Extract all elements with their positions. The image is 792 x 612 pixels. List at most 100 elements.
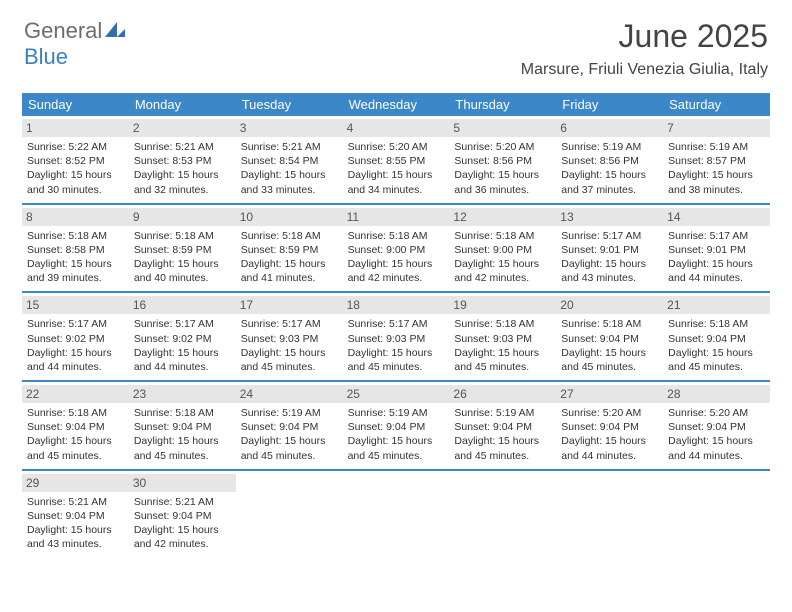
sunset-text: Sunset: 8:56 PM (561, 154, 658, 168)
sunset-text: Sunset: 9:04 PM (561, 420, 658, 434)
sunrise-text: Sunrise: 5:20 AM (454, 140, 551, 154)
sunset-text: Sunset: 9:00 PM (348, 243, 445, 257)
weekday-header-row: Sunday Monday Tuesday Wednesday Thursday… (22, 93, 770, 116)
day-number: 27 (556, 385, 663, 403)
daylight-text: and 45 minutes. (348, 360, 445, 374)
daylight-text: Daylight: 15 hours (454, 346, 551, 360)
empty-cell (236, 471, 343, 558)
day-number: 16 (129, 296, 236, 314)
day-number: 18 (343, 296, 450, 314)
sunrise-text: Sunrise: 5:22 AM (27, 140, 124, 154)
day-cell: 3Sunrise: 5:21 AMSunset: 8:54 PMDaylight… (236, 116, 343, 203)
weekday-header: Sunday (22, 93, 129, 116)
day-cell: 4Sunrise: 5:20 AMSunset: 8:55 PMDaylight… (343, 116, 450, 203)
daylight-text: Daylight: 15 hours (27, 523, 124, 537)
sunrise-text: Sunrise: 5:21 AM (241, 140, 338, 154)
daylight-text: Daylight: 15 hours (348, 434, 445, 448)
daylight-text: and 44 minutes. (668, 449, 765, 463)
daylight-text: and 45 minutes. (561, 360, 658, 374)
day-cell: 2Sunrise: 5:21 AMSunset: 8:53 PMDaylight… (129, 116, 236, 203)
sunset-text: Sunset: 9:00 PM (454, 243, 551, 257)
weekday-header: Tuesday (236, 93, 343, 116)
daylight-text: Daylight: 15 hours (241, 434, 338, 448)
day-cell: 8Sunrise: 5:18 AMSunset: 8:58 PMDaylight… (22, 205, 129, 292)
day-number: 14 (663, 208, 770, 226)
day-number: 11 (343, 208, 450, 226)
logo-text-blue: Blue (24, 44, 68, 69)
sunset-text: Sunset: 9:01 PM (668, 243, 765, 257)
week-row: 22Sunrise: 5:18 AMSunset: 9:04 PMDayligh… (22, 382, 770, 471)
sunset-text: Sunset: 9:04 PM (241, 420, 338, 434)
day-number: 7 (663, 119, 770, 137)
day-number: 21 (663, 296, 770, 314)
day-number: 6 (556, 119, 663, 137)
weeks-container: 1Sunrise: 5:22 AMSunset: 8:52 PMDaylight… (22, 116, 770, 557)
daylight-text: Daylight: 15 hours (134, 434, 231, 448)
sunrise-text: Sunrise: 5:17 AM (134, 317, 231, 331)
day-cell: 13Sunrise: 5:17 AMSunset: 9:01 PMDayligh… (556, 205, 663, 292)
sunset-text: Sunset: 9:01 PM (561, 243, 658, 257)
day-number: 12 (449, 208, 556, 226)
sunset-text: Sunset: 9:03 PM (241, 332, 338, 346)
daylight-text: Daylight: 15 hours (454, 434, 551, 448)
logo-sail-icon (104, 25, 126, 42)
week-row: 29Sunrise: 5:21 AMSunset: 9:04 PMDayligh… (22, 471, 770, 558)
logo-text: General Blue (24, 18, 126, 70)
sunset-text: Sunset: 8:59 PM (134, 243, 231, 257)
sunset-text: Sunset: 9:04 PM (27, 509, 124, 523)
day-number: 5 (449, 119, 556, 137)
daylight-text: and 40 minutes. (134, 271, 231, 285)
day-cell: 17Sunrise: 5:17 AMSunset: 9:03 PMDayligh… (236, 293, 343, 380)
weekday-header: Saturday (663, 93, 770, 116)
daylight-text: and 37 minutes. (561, 183, 658, 197)
daylight-text: and 45 minutes. (241, 360, 338, 374)
sunset-text: Sunset: 8:53 PM (134, 154, 231, 168)
sunset-text: Sunset: 9:02 PM (134, 332, 231, 346)
day-cell: 21Sunrise: 5:18 AMSunset: 9:04 PMDayligh… (663, 293, 770, 380)
daylight-text: Daylight: 15 hours (668, 434, 765, 448)
header: General Blue June 2025 Marsure, Friuli V… (0, 0, 792, 85)
day-number: 25 (343, 385, 450, 403)
daylight-text: Daylight: 15 hours (27, 346, 124, 360)
sunrise-text: Sunrise: 5:17 AM (561, 229, 658, 243)
daylight-text: Daylight: 15 hours (668, 257, 765, 271)
daylight-text: Daylight: 15 hours (241, 346, 338, 360)
sunset-text: Sunset: 8:56 PM (454, 154, 551, 168)
daylight-text: and 45 minutes. (454, 449, 551, 463)
sunrise-text: Sunrise: 5:20 AM (561, 406, 658, 420)
daylight-text: and 30 minutes. (27, 183, 124, 197)
daylight-text: Daylight: 15 hours (27, 257, 124, 271)
daylight-text: and 42 minutes. (348, 271, 445, 285)
daylight-text: and 44 minutes. (561, 449, 658, 463)
day-cell: 9Sunrise: 5:18 AMSunset: 8:59 PMDaylight… (129, 205, 236, 292)
day-cell: 1Sunrise: 5:22 AMSunset: 8:52 PMDaylight… (22, 116, 129, 203)
day-cell: 11Sunrise: 5:18 AMSunset: 9:00 PMDayligh… (343, 205, 450, 292)
daylight-text: and 34 minutes. (348, 183, 445, 197)
day-number: 13 (556, 208, 663, 226)
sunset-text: Sunset: 9:04 PM (134, 509, 231, 523)
weekday-header: Wednesday (343, 93, 450, 116)
day-cell: 27Sunrise: 5:20 AMSunset: 9:04 PMDayligh… (556, 382, 663, 469)
sunrise-text: Sunrise: 5:19 AM (348, 406, 445, 420)
empty-cell (449, 471, 556, 558)
sunset-text: Sunset: 9:02 PM (27, 332, 124, 346)
month-title: June 2025 (521, 18, 768, 55)
daylight-text: Daylight: 15 hours (454, 257, 551, 271)
daylight-text: Daylight: 15 hours (27, 168, 124, 182)
day-cell: 30Sunrise: 5:21 AMSunset: 9:04 PMDayligh… (129, 471, 236, 558)
day-cell: 26Sunrise: 5:19 AMSunset: 9:04 PMDayligh… (449, 382, 556, 469)
daylight-text: Daylight: 15 hours (27, 434, 124, 448)
sunset-text: Sunset: 8:57 PM (668, 154, 765, 168)
daylight-text: and 43 minutes. (561, 271, 658, 285)
logo-text-general: General (24, 18, 102, 43)
sunrise-text: Sunrise: 5:19 AM (241, 406, 338, 420)
calendar: Sunday Monday Tuesday Wednesday Thursday… (22, 93, 770, 557)
day-number: 20 (556, 296, 663, 314)
daylight-text: and 32 minutes. (134, 183, 231, 197)
day-cell: 28Sunrise: 5:20 AMSunset: 9:04 PMDayligh… (663, 382, 770, 469)
sunrise-text: Sunrise: 5:18 AM (134, 229, 231, 243)
daylight-text: Daylight: 15 hours (454, 168, 551, 182)
sunrise-text: Sunrise: 5:20 AM (348, 140, 445, 154)
sunrise-text: Sunrise: 5:18 AM (27, 406, 124, 420)
day-number: 2 (129, 119, 236, 137)
